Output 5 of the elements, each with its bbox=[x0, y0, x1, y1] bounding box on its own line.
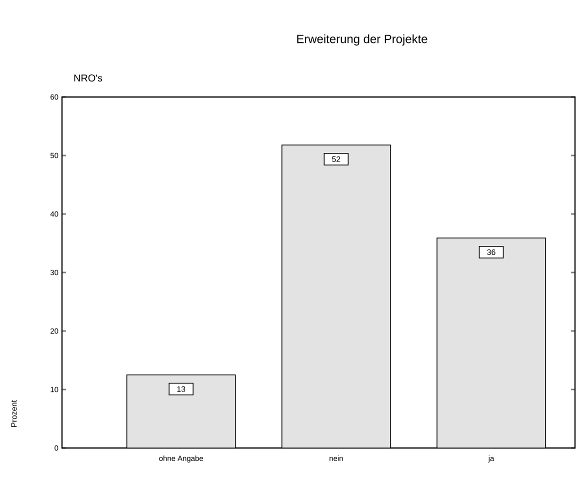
bar bbox=[126, 374, 236, 448]
bar bbox=[282, 144, 391, 448]
chart-subtitle: NRO's bbox=[74, 74, 102, 82]
bar bbox=[436, 238, 546, 448]
chart-title: Erweiterung der Projekte bbox=[297, 34, 428, 46]
